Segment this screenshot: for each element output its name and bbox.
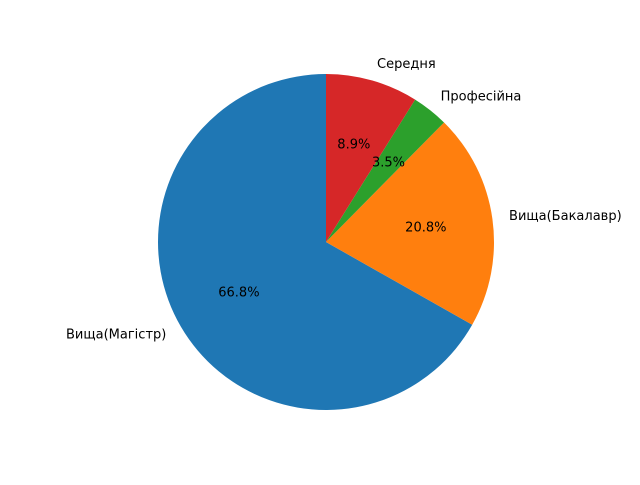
pie-percent-label-1: 20.8%	[405, 221, 446, 236]
pie-slice-0	[158, 74, 473, 411]
pie-slices	[158, 74, 495, 411]
pie-category-label-2: Професійна	[441, 90, 522, 105]
pie-category-label-3: Середня	[377, 57, 436, 72]
pie-percent-label-3: 8.9%	[337, 138, 370, 153]
pie-category-labels: Вища(Магістр) Вища(Бакалавр) Професійна Сер…	[66, 57, 622, 343]
pie-slice-2	[326, 99, 445, 242]
pie-slice-1	[326, 122, 495, 325]
pie-percent-labels: 66.8% 20.8% 3.5%8.9%	[218, 138, 446, 301]
pie-category-label-0: Вища(Магістр)	[66, 328, 166, 343]
pie-percent-label-0: 66.8%	[218, 285, 259, 300]
pie-category-label-1: Вища(Бакалавр)	[509, 209, 622, 224]
pie-slice-3	[326, 74, 416, 242]
pie-percent-label-2: 3.5%	[372, 155, 405, 170]
